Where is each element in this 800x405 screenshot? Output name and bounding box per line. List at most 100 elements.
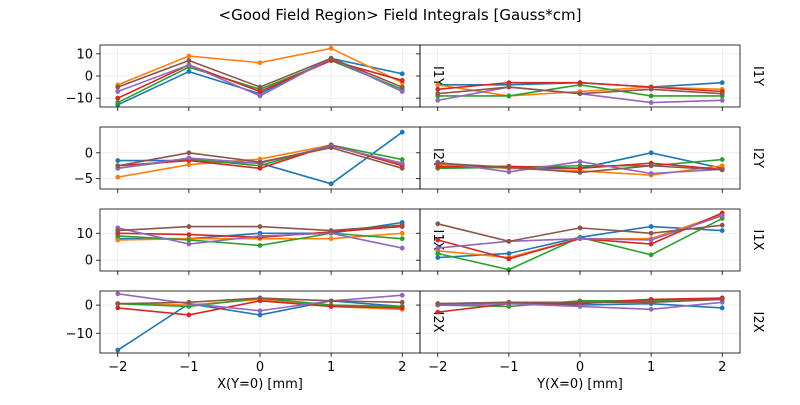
data-point [577, 225, 583, 231]
data-point [506, 169, 512, 175]
data-point [328, 228, 334, 233]
data-point [719, 80, 725, 86]
data-point [328, 298, 334, 304]
data-point [648, 86, 654, 92]
data-point [115, 174, 121, 180]
data-point [648, 299, 654, 305]
data-point [115, 347, 121, 353]
data-point [257, 159, 263, 165]
subplots-grid: 100−10I1YI1Y0−5I2YI2Y100I1XI1X0−10I2X−2−… [66, 44, 765, 392]
data-point [719, 305, 725, 311]
data-point [115, 228, 121, 233]
data-point [115, 301, 121, 307]
data-point [719, 157, 725, 162]
data-point [719, 222, 725, 228]
data-point [577, 91, 583, 97]
row-label-i1x: I1X [750, 229, 765, 250]
data-point [435, 82, 441, 88]
y-tick-label: 0 [85, 146, 93, 161]
subplot-i1y-col2: I1Y [416, 44, 765, 111]
data-point [506, 238, 512, 244]
data-point [577, 236, 583, 242]
data-point [506, 251, 512, 256]
data-point [435, 97, 441, 103]
data-point [435, 255, 441, 260]
data-point [399, 236, 405, 242]
data-point [435, 237, 441, 243]
subplot-i1x-col2: I1X [416, 208, 765, 275]
data-point [399, 160, 405, 166]
data-point [719, 163, 725, 169]
row-label-i2x: I2X [430, 311, 445, 332]
data-point [506, 256, 512, 262]
data-point [399, 129, 405, 135]
data-point [435, 309, 441, 315]
data-point [257, 60, 263, 66]
data-point [257, 312, 263, 318]
y-tick-label: 10 [76, 227, 93, 242]
data-point [435, 245, 441, 251]
data-point [328, 181, 334, 187]
x-tick-label: −2 [108, 360, 127, 375]
data-point [399, 305, 405, 311]
data-point [115, 291, 121, 297]
data-point [186, 232, 192, 238]
data-point [257, 89, 263, 94]
x-tick-label: −1 [499, 360, 518, 375]
data-point [399, 299, 405, 305]
row-label-i2x: I2X [750, 311, 765, 332]
data-point [648, 163, 654, 169]
data-point [399, 292, 405, 298]
y-tick-label: −5 [74, 172, 93, 187]
data-point [648, 306, 654, 312]
data-point [115, 163, 121, 169]
data-point [435, 160, 441, 166]
data-point [435, 221, 441, 227]
data-point [115, 89, 121, 94]
data-point [648, 224, 654, 229]
data-point [719, 213, 725, 219]
data-point [719, 297, 725, 302]
data-point [506, 84, 512, 90]
data-point [506, 164, 512, 170]
data-point [257, 93, 263, 99]
data-point [399, 245, 405, 251]
subplot-i2x-col2: I2X −2 −1 0 1 2 Y(X=0) [mm] [416, 290, 765, 392]
data-point [399, 165, 405, 171]
data-point [719, 228, 725, 233]
data-point [435, 301, 441, 307]
data-point [186, 299, 192, 305]
data-point [435, 164, 441, 170]
data-point [328, 145, 334, 151]
data-point [435, 251, 441, 256]
data-point [399, 230, 405, 236]
data-point [186, 58, 192, 63]
subplot-i2y-col2: I2Y [416, 126, 765, 193]
data-point [328, 304, 334, 309]
x-axis-label: Y(X=0) [mm] [536, 377, 623, 392]
y-tick-label: −10 [66, 327, 93, 342]
data-point [648, 237, 654, 243]
data-point [435, 86, 441, 92]
data-point [328, 45, 334, 51]
data-point [186, 162, 192, 168]
data-point [186, 150, 192, 156]
data-point [577, 165, 583, 171]
data-point [186, 155, 192, 161]
data-point [577, 304, 583, 309]
data-point [186, 241, 192, 247]
data-point [399, 84, 405, 90]
x-tick-label: −1 [179, 360, 198, 375]
data-point [719, 167, 725, 173]
data-point [435, 91, 441, 97]
data-point [577, 80, 583, 86]
data-point [506, 93, 512, 99]
data-point [257, 242, 263, 248]
x-tick-label: 2 [718, 360, 726, 375]
data-point [648, 93, 654, 99]
data-point [186, 237, 192, 243]
data-point [648, 100, 654, 105]
x-axis-label: X(Y=0) [mm] [217, 377, 303, 392]
data-point [257, 224, 263, 229]
data-point [257, 295, 263, 301]
